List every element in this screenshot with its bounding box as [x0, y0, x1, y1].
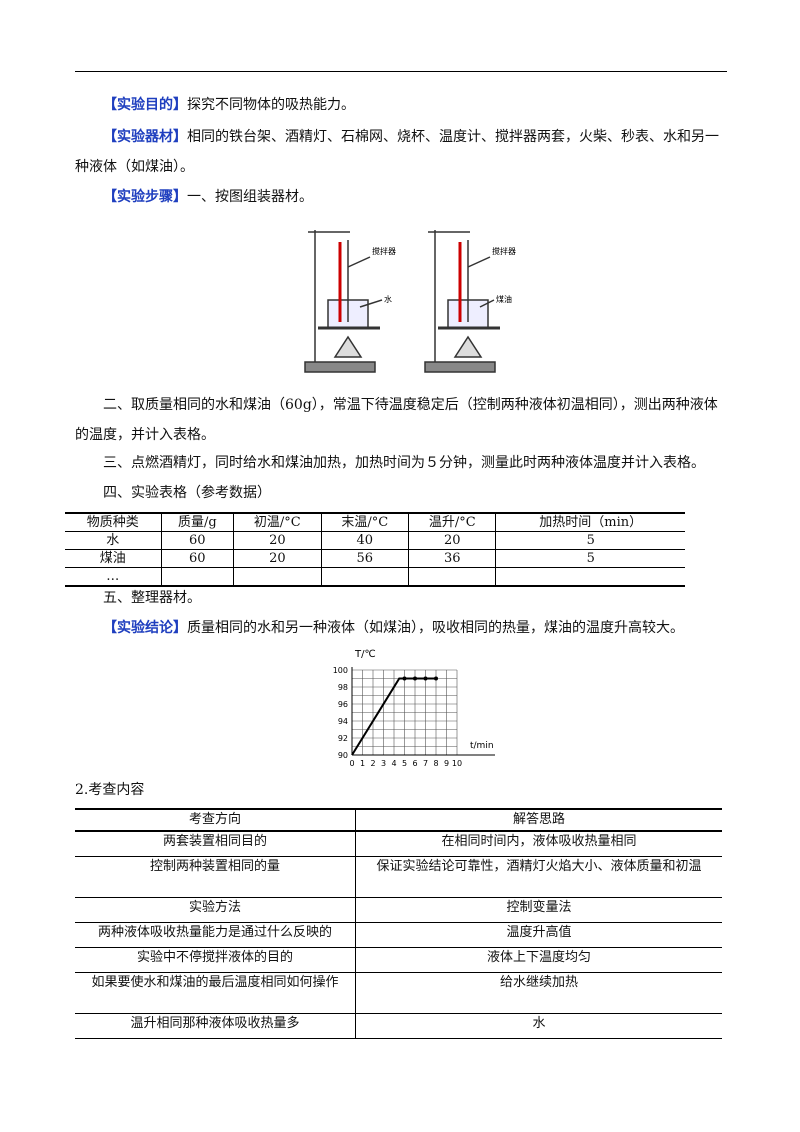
cell: 实验方法 [75, 897, 356, 923]
figure-label: 水 [384, 294, 392, 304]
row: 两套装置相同目的 在相同时间内，液体吸收热量相同 [75, 830, 722, 857]
cell: 温升相同那种液体吸收热量多 [75, 1013, 356, 1039]
header-cell: 质量/g [160, 512, 235, 532]
x-tick-label: 4 [391, 759, 396, 768]
cell: 36 [408, 549, 497, 568]
text: 一、按图组装器材。 [187, 189, 313, 205]
header-cell: 温升/°C [408, 512, 497, 532]
paragraph: 【实验结论】质量相同的水和另一种液体（如煤油），吸收相同的热量，煤油的温度升高较… [75, 613, 730, 643]
review-table: 考查方向 解答思路 两套装置相同目的 在相同时间内，液体吸收热量相同 控制两种装置相同的… [75, 808, 722, 1039]
paragraph: 【实验器材】相同的铁台架、酒精灯、石棉网、烧杯、温度计、搅拌器两套，火柴、秒表、… [75, 122, 730, 182]
header-cell: 考查方向 [75, 808, 356, 832]
header-cell: 解答思路 [355, 808, 722, 832]
cell: 在相同时间内，液体吸收热量相同 [355, 830, 722, 857]
paragraph: 【实验目的】探究不同物体的吸热能力。 [75, 90, 730, 120]
cell: 20 [233, 549, 322, 568]
apparatus-figure: 搅拌器 水 搅拌器 煤油 [304, 230, 516, 373]
y-tick-label: 92 [338, 734, 348, 743]
cell: 液体上下温度均匀 [355, 947, 722, 973]
x-tick-label: 10 [452, 759, 462, 768]
paragraph: 四、实验表格（参考数据） [103, 485, 271, 501]
figure-label: 煤油 [496, 294, 512, 304]
cell: 水 [65, 531, 162, 550]
paragraph: 二、取质量相同的水和煤油（60g），常温下待温度稳定后（控制两种液体初温相同），… [75, 397, 718, 443]
cell [495, 567, 685, 586]
x-tick-label: 9 [444, 759, 449, 768]
cell: 56 [320, 549, 410, 568]
cell: 两种液体吸收热量能力是通过什么反映的 [75, 922, 356, 948]
cell: 20 [408, 531, 497, 550]
cell: 给水继续加热 [355, 972, 722, 1014]
header-row: 物质种类 质量/g 初温/°C 末温/°C 温升/°C 加热时间（min） [65, 512, 685, 532]
cell: 60 [160, 549, 235, 568]
cell: 实验中不停搅拌液体的目的 [75, 947, 356, 973]
row: 实验方法 控制变量法 [75, 897, 722, 923]
text: 相同的铁台架、酒精灯、石棉网、烧杯、温度计、搅拌器两套，火柴、秒表、水和另一种液… [75, 129, 719, 175]
y-axis-label: T/℃ [354, 649, 376, 660]
cell: 20 [233, 531, 322, 550]
x-tick-label: 8 [433, 759, 438, 768]
cell: 温度升高值 [355, 922, 722, 948]
text: 探究不同物体的吸热能力。 [187, 97, 355, 113]
y-tick-label: 90 [338, 751, 348, 760]
top-rule [75, 71, 727, 72]
paragraph: 【实验步骤】一、按图组装器材。 [75, 182, 730, 212]
y-tick-label: 94 [338, 717, 348, 726]
cell: 5 [495, 549, 685, 568]
header-cell: 加热时间（min） [495, 512, 685, 532]
figure-label: 搅拌器 [372, 246, 396, 256]
x-tick-label: 5 [402, 759, 407, 768]
label: 【实验步骤】 [103, 189, 187, 205]
cell: 如果要使水和煤油的最后温度相同如何操作 [75, 972, 356, 1014]
x-axis-label: t/min [470, 741, 494, 751]
x-tick-label: 1 [360, 759, 365, 768]
y-tick-label: 100 [333, 666, 348, 675]
data-point [402, 676, 407, 681]
cell: 控制变量法 [355, 897, 722, 923]
graph: T/℃ t/min 0 1 2 3 4 5 6 7 8 9 10 90 92 94 96 98 100 [333, 649, 495, 768]
row: 水 60 20 40 20 5 [65, 531, 685, 550]
cell: 40 [320, 531, 410, 550]
row: 两种液体吸收热量能力是通过什么反映的 温度升高值 [75, 922, 722, 948]
cell: 5 [495, 531, 685, 550]
header-cell: 物质种类 [65, 512, 162, 532]
row: … [65, 567, 685, 586]
cell: 60 [160, 531, 235, 550]
label: 【实验结论】 [103, 620, 187, 636]
x-tick-label: 6 [412, 759, 417, 768]
cell: 水 [355, 1013, 722, 1039]
cell: 保证实验结论可靠性，酒精灯火焰大小、液体质量和初温 [355, 856, 722, 898]
paragraph: 五、整理器材。 [103, 590, 201, 606]
cell: 两套装置相同目的 [75, 830, 356, 857]
row: 如果要使水和煤油的最后温度相同如何操作 给水继续加热 [75, 972, 722, 1014]
y-tick-label: 98 [338, 683, 348, 692]
label: 【实验目的】 [103, 97, 187, 113]
data-point [434, 676, 438, 681]
row: 实验中不停搅拌液体的目的 液体上下温度均匀 [75, 947, 722, 973]
label: 【实验器材】 [103, 129, 187, 145]
row: 温升相同那种液体吸收热量多水 [75, 1013, 722, 1039]
data-point [423, 676, 428, 681]
x-tick-label: 2 [370, 759, 375, 768]
x-tick-label: 7 [423, 759, 428, 768]
header-cell: 末温/°C [320, 512, 410, 532]
text: 质量相同的水和另一种液体（如煤油），吸收相同的热量，煤油的温度升高较大。 [187, 620, 684, 636]
header-row: 考查方向 解答思路 [75, 808, 722, 832]
x-tick-label: 3 [381, 759, 386, 768]
cell: 控制两种装置相同的量 [75, 856, 356, 898]
row: 控制两种装置相同的量 保证实验结论可靠性，酒精灯火焰大小、液体质量和初温 [75, 856, 722, 898]
cell: … [65, 567, 162, 586]
section-heading: 2.考查内容 [75, 782, 145, 798]
cell: 煤油 [65, 549, 162, 568]
row: 煤油 60 20 56 36 5 [65, 549, 685, 568]
figure-label: 搅拌器 [492, 246, 516, 256]
cell [408, 567, 497, 586]
y-tick-label: 96 [338, 700, 348, 709]
paragraph: 三、点燃酒精灯，同时给水和煤油加热，加热时间为５分钟，测量此时两种液体温度并计入… [103, 455, 705, 471]
data-point [413, 676, 417, 681]
data-table: 物质种类 质量/g 初温/°C 末温/°C 温升/°C 加热时间（min）水 60 20 40 2… [65, 512, 685, 587]
header-cell: 初温/°C [233, 512, 322, 532]
x-tick-label: 0 [349, 759, 354, 768]
